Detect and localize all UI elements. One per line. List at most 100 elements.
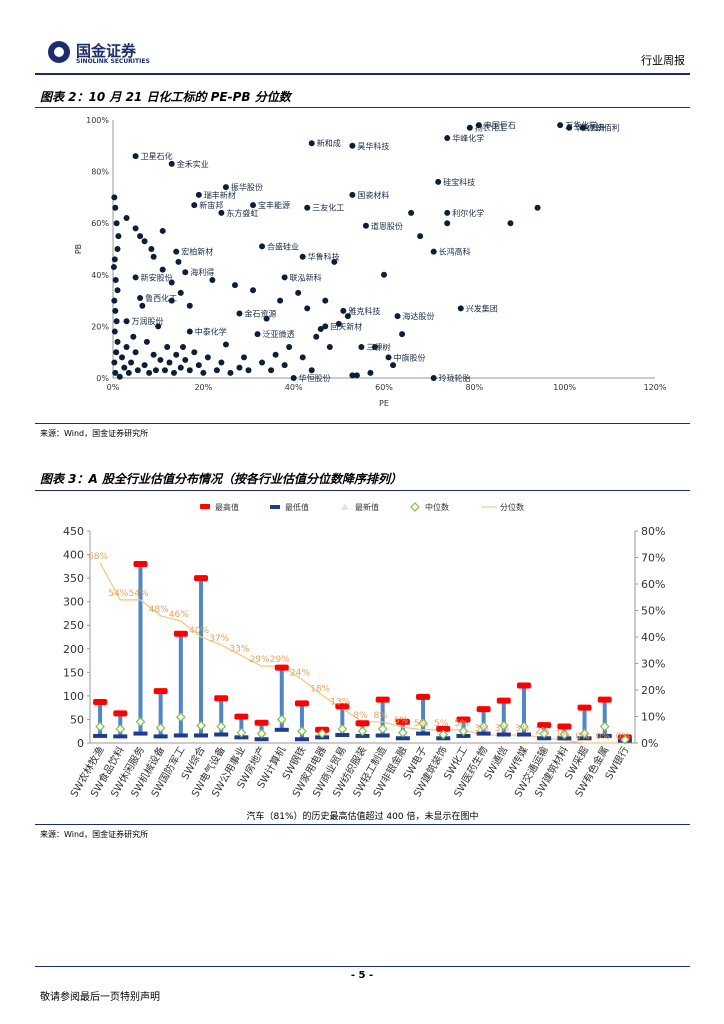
scatter-point bbox=[385, 354, 392, 361]
median-marker bbox=[498, 720, 509, 731]
range-bar bbox=[501, 700, 506, 735]
max-marker bbox=[375, 696, 390, 703]
scatter-point bbox=[139, 302, 146, 309]
max-marker bbox=[395, 718, 410, 725]
median-marker bbox=[478, 721, 489, 732]
scatter-point bbox=[304, 305, 311, 312]
scatter-point bbox=[113, 349, 120, 356]
report-type: 行业周报 bbox=[641, 54, 685, 67]
scatter-point bbox=[168, 160, 175, 167]
scatter-point bbox=[168, 297, 175, 304]
scatter-point-label: 中泰化学 bbox=[195, 327, 227, 337]
min-marker bbox=[113, 734, 128, 739]
percentile-label: 8% bbox=[353, 711, 368, 721]
scatter-point bbox=[148, 246, 155, 252]
scatter-point bbox=[123, 344, 130, 351]
scatter-point bbox=[143, 338, 150, 345]
min-marker bbox=[597, 733, 612, 738]
scatter-point bbox=[200, 369, 207, 376]
median-marker bbox=[398, 727, 408, 738]
chart-note: 汽车（81%）的历史最高估值超过 400 倍，未显示在图中 bbox=[247, 810, 479, 822]
legend-max-marker bbox=[200, 504, 210, 509]
scatter-point bbox=[111, 256, 118, 263]
scatter-point bbox=[204, 354, 211, 361]
min-marker bbox=[395, 736, 410, 741]
scatter-point bbox=[150, 253, 157, 260]
median-marker bbox=[216, 721, 227, 732]
scatter-point-label: 华恒股份 bbox=[299, 373, 331, 383]
range-bar bbox=[239, 716, 244, 738]
scatter-y-tick: 100% bbox=[86, 116, 109, 125]
max-marker bbox=[476, 706, 491, 713]
range-bar bbox=[380, 699, 385, 736]
scatter-point-label: 新和成 bbox=[317, 138, 341, 148]
scatter-point bbox=[444, 135, 451, 142]
left-tick-label: 0 bbox=[77, 737, 84, 750]
scatter-point-label: 万华化学 bbox=[565, 120, 597, 130]
header-rule bbox=[35, 73, 690, 75]
scatter-point bbox=[146, 369, 153, 376]
scatter-point bbox=[177, 289, 184, 296]
percentile-label: 5% bbox=[414, 719, 429, 729]
max-marker bbox=[194, 575, 209, 582]
median-marker bbox=[519, 721, 529, 732]
scatter-point bbox=[259, 359, 266, 366]
fig3-bottom-rule bbox=[35, 824, 690, 825]
legend-min-marker bbox=[270, 505, 280, 509]
scatter-point bbox=[186, 302, 193, 309]
scatter-point bbox=[245, 367, 252, 374]
scatter-point bbox=[175, 258, 182, 265]
scatter-x-tick: 60% bbox=[375, 383, 393, 392]
scatter-point bbox=[466, 124, 473, 131]
fig3-title-rule bbox=[35, 490, 690, 491]
min-marker bbox=[254, 737, 269, 742]
scatter-point bbox=[331, 258, 338, 265]
scatter-point bbox=[394, 313, 401, 320]
scatter-point bbox=[125, 369, 132, 376]
scatter-point bbox=[112, 276, 119, 283]
scatter-point bbox=[444, 209, 451, 216]
scatter-point-label: 振华股份 bbox=[231, 182, 263, 192]
scatter-point bbox=[259, 243, 266, 250]
scatter-point bbox=[132, 349, 139, 356]
scatter-point bbox=[430, 375, 437, 381]
scatter-point bbox=[371, 344, 378, 351]
scatter-x-tick: 40% bbox=[285, 383, 303, 392]
scatter-point bbox=[417, 233, 424, 240]
right-tick-label: 0% bbox=[641, 737, 658, 750]
range-bar bbox=[199, 578, 204, 736]
scatter-point bbox=[111, 328, 118, 335]
scatter-point bbox=[277, 297, 284, 304]
scatter-point bbox=[579, 124, 586, 131]
scatter-point bbox=[317, 325, 324, 332]
scatter-point bbox=[121, 364, 128, 371]
scatter-point-label: 昊华科技 bbox=[357, 141, 389, 151]
fig2-bottom-rule bbox=[35, 423, 690, 424]
min-marker bbox=[335, 732, 350, 737]
scatter-x-label: PE bbox=[379, 399, 389, 408]
scatter-x-tick: 80% bbox=[465, 383, 483, 392]
scatter-point bbox=[236, 364, 243, 371]
scatter-point-label: 合盛硅业 bbox=[267, 241, 299, 251]
percentile-label: 2% bbox=[535, 727, 550, 737]
median-marker bbox=[95, 721, 105, 732]
scatter-point bbox=[141, 362, 148, 369]
percentile-label: 29% bbox=[250, 655, 270, 665]
scatter-y-label: PB bbox=[74, 244, 83, 254]
right-tick-label: 20% bbox=[641, 684, 665, 697]
range-bar bbox=[582, 707, 587, 739]
right-tick-label: 80% bbox=[641, 525, 665, 538]
scatter-point bbox=[322, 297, 329, 304]
scatter-point bbox=[168, 279, 175, 286]
scatter-point bbox=[113, 220, 120, 227]
min-marker bbox=[194, 733, 209, 738]
percentile-label: 8% bbox=[374, 711, 389, 721]
max-marker bbox=[254, 719, 269, 726]
range-bar bbox=[219, 698, 224, 735]
scatter-y-tick: 60% bbox=[91, 219, 109, 228]
scatter-y-tick: 40% bbox=[91, 271, 109, 280]
scatter-point-label: 华鲁科技 bbox=[308, 252, 340, 262]
left-tick-label: 100 bbox=[63, 690, 84, 703]
logo-text-en: SINOLINK SECURITIES bbox=[76, 58, 150, 65]
scatter-point bbox=[114, 338, 121, 345]
